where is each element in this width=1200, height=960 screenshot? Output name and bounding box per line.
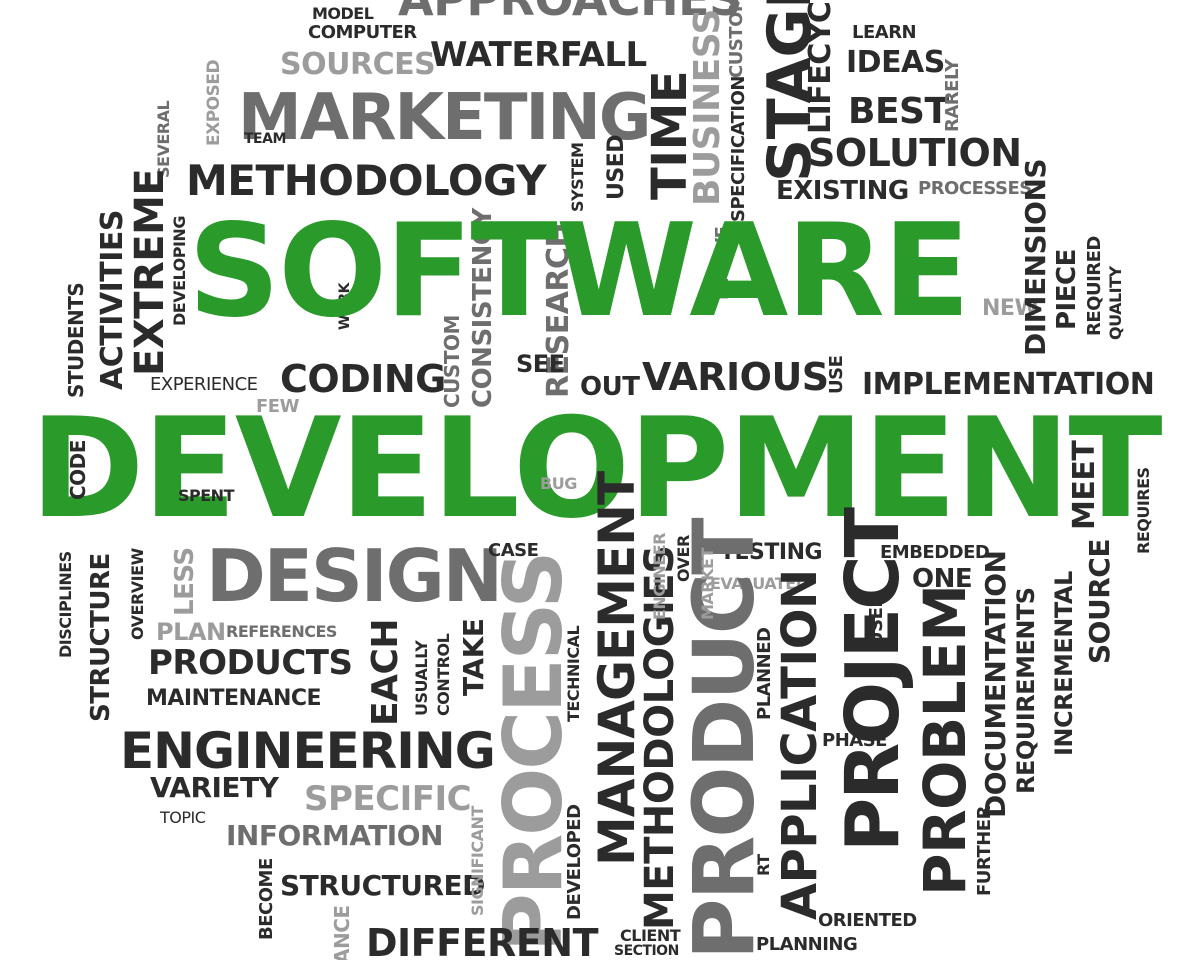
word-required: REQUIRED (1084, 236, 1105, 336)
word-less: LESS (170, 547, 200, 616)
word-exposed: EXPOSED (204, 59, 224, 146)
word-developed: DEVELOPED (564, 804, 585, 920)
word-engineering: ENGINEERING (120, 722, 496, 780)
word-team: TEAM (244, 131, 286, 147)
word-specific: SPECIFIC (304, 779, 472, 819)
word-see: SEE (516, 350, 565, 378)
word-planning: PLANNING (756, 934, 858, 955)
word-extreme: EXTREME (127, 168, 173, 376)
word-significant: SIGNIFICANT (468, 806, 487, 916)
word-information: INFORMATION (226, 819, 443, 852)
headline-development: DEVELOPMENT (30, 388, 1163, 549)
headline-software: SOFTWARE (188, 197, 970, 346)
word-incremental: INCREMENTAL (1050, 571, 1078, 756)
word-developing: DEVELOPING (170, 216, 189, 326)
word-model: MODEL (312, 4, 374, 23)
word-ance: ANCE (330, 905, 354, 960)
word-several: SEVERAL (154, 100, 173, 178)
word-topic: TOPIC (160, 808, 206, 827)
word-section: SECTION (614, 943, 679, 959)
word-rt: RT (754, 854, 773, 876)
word-documentation: DOCUMENTATION (979, 550, 1012, 818)
word-marketing: MARKETING (238, 81, 651, 155)
word-few: FEW (256, 396, 299, 417)
word-process: PROCESS (487, 552, 580, 952)
word-variety: VARIETY (150, 771, 279, 804)
word-problem: PROBLEM (911, 584, 979, 896)
word-phase: PHASE (822, 730, 887, 751)
word-processes: PROCESSES (918, 178, 1032, 199)
word-market: MARKET (698, 548, 717, 620)
word-experience: EXPERIENCE (150, 374, 258, 395)
word-custom-top: CUSTOM (726, 0, 747, 78)
word-methodology: METHODOLOGY (186, 156, 547, 205)
word-approaches: APPROACHES (398, 0, 742, 22)
word-client: CLIENT (620, 926, 681, 945)
word-rarely: RARELY (942, 59, 963, 132)
word-students: STUDENTS (64, 282, 88, 398)
word-coding: CODING (280, 357, 446, 401)
word-ideas: IDEAS (846, 45, 945, 80)
word-business: BUSINESS (687, 9, 728, 206)
word-activities: ACTIVITIES (95, 210, 130, 390)
word-quality: QUALITY (1106, 266, 1125, 340)
word-lifecycle: LIFECYCLE (803, 0, 838, 134)
word-existing: EXISTING (776, 176, 909, 206)
word-disciplines: DISCIPLINES (56, 551, 75, 658)
word-source: SOURCE (1083, 539, 1116, 664)
word-overview: OVERVIEW (128, 548, 147, 640)
word-meet: MEET (1067, 440, 1102, 530)
word-product: PRODUCT (675, 519, 773, 960)
word-computer: COMPUTER (308, 22, 417, 43)
word-piece: PIECE (1052, 249, 1082, 330)
word-requires: REQUIRES (1134, 467, 1153, 554)
word-project: PROJECT (830, 509, 916, 852)
word-each: EACH (365, 618, 406, 726)
word-plan: PLAN (156, 618, 226, 646)
word-maintenance: MAINTENANCE (146, 686, 322, 711)
word-design: DESIGN (206, 534, 503, 618)
word-new: NEW (982, 296, 1039, 321)
word-testing: TESTING (720, 540, 823, 565)
word-management: MANAGEMENT (588, 471, 646, 866)
word-code: CODE (66, 440, 90, 500)
word-usually: USUALLY (412, 640, 431, 716)
word-case: CASE (488, 540, 539, 561)
word-out: OUT (580, 372, 640, 402)
word-dimensions: DIMENSIONS (1019, 158, 1052, 356)
word-take: TAKE (457, 618, 490, 696)
word-oriented: ORIENTED (818, 910, 917, 931)
word-one: ONE (912, 564, 973, 594)
word-user: USER (866, 594, 887, 646)
word-best: BEST (848, 91, 949, 132)
word-bug: BUG (540, 474, 577, 493)
word-solution: SOLUTION (808, 131, 1022, 175)
word-further: FURTHER (974, 806, 995, 896)
word-spent: SPENT (178, 486, 234, 505)
word-products: PRODUCTS (148, 643, 353, 683)
word-implementation: IMPLEMENTATION (862, 367, 1155, 402)
word-sources: SOURCES (280, 47, 436, 82)
word-references: REFERENCES (226, 622, 337, 641)
word-application: APPLICATION (772, 569, 828, 920)
word-technical: TECHNICAL (564, 625, 583, 722)
word-structured: STRUCTURED (280, 869, 485, 902)
word-requirements: REQUIREMENTS (1012, 587, 1040, 794)
word-engineer: ENGINEER (650, 533, 669, 620)
word-waterfall: WATERFALL (430, 35, 647, 75)
word-evaluated: EVALUATED (710, 574, 809, 593)
word-used: USED (604, 135, 629, 200)
word-various: VARIOUS (642, 355, 829, 399)
word-different: DIFFERENT (366, 921, 599, 960)
word-control: CONTROL (434, 633, 453, 716)
word-embedded: EMBEDDED (880, 542, 990, 563)
word-over: OVER (674, 535, 693, 582)
word-learn: LEARN (852, 22, 917, 43)
word-become: BECOME (256, 858, 277, 940)
word-structure: STRUCTURE (86, 553, 116, 722)
